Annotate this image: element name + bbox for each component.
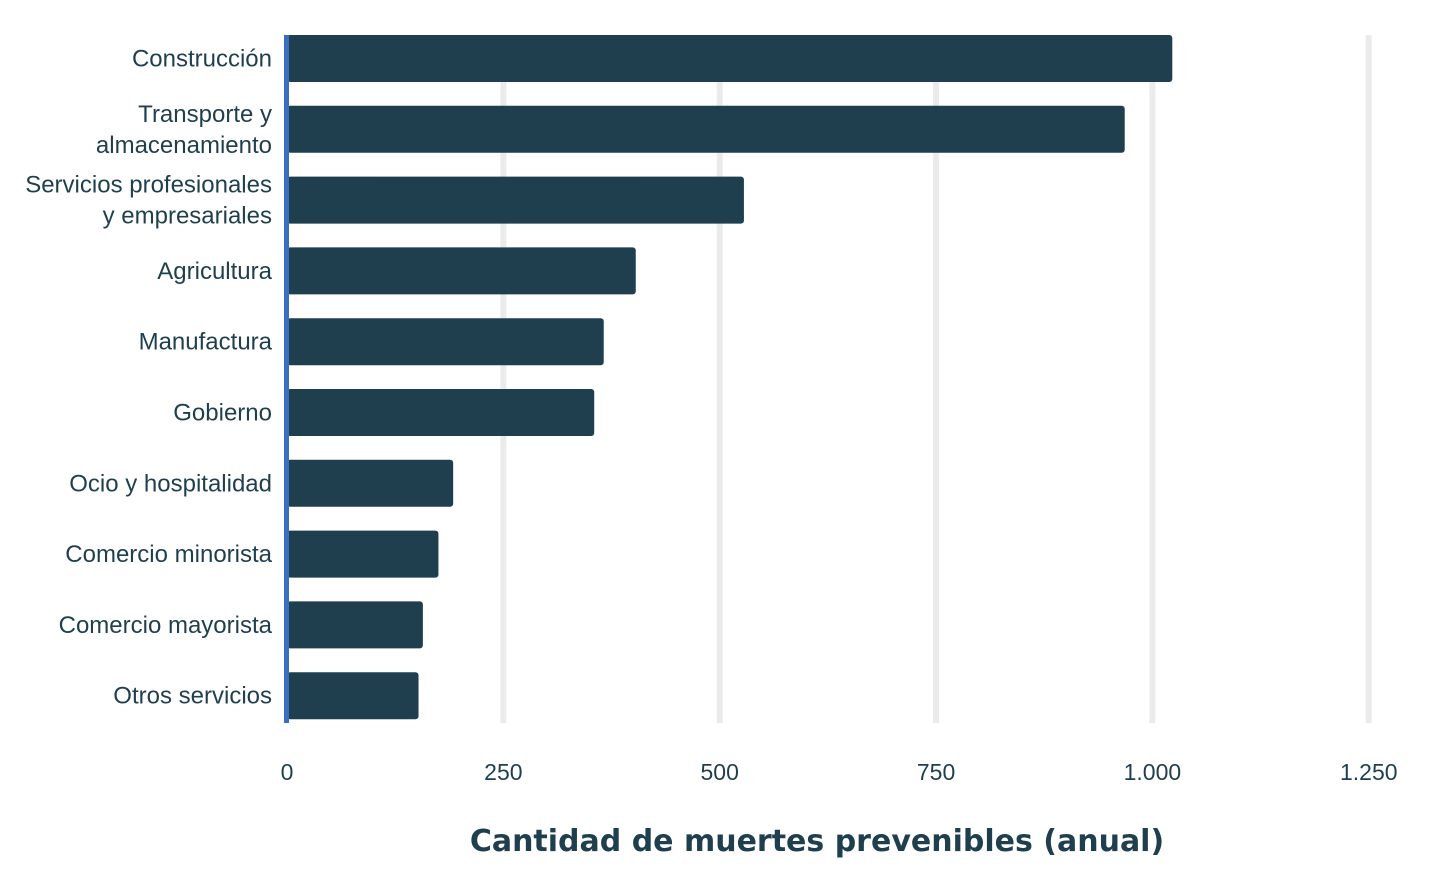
bar xyxy=(287,35,1173,82)
category-labels: Construcción Transporte y almacenamiento Se… xyxy=(25,46,272,710)
x-tick-label: 1.000 xyxy=(1124,759,1182,785)
category-label: Otros servicios xyxy=(113,683,272,710)
category-label: Manufactura xyxy=(139,329,273,356)
x-tick-label: 750 xyxy=(917,759,955,785)
category-label: Transporte y almacenamiento xyxy=(96,101,272,159)
bar xyxy=(287,105,1125,153)
gridline xyxy=(933,35,940,723)
category-label: Comercio minorista xyxy=(65,541,272,568)
category-label: Servicios profesionales y empresariales xyxy=(25,172,272,230)
x-tick-label: 250 xyxy=(484,759,522,785)
y-axis-line xyxy=(284,35,289,723)
category-label: Comercio mayorista xyxy=(59,612,273,639)
gridlines xyxy=(500,35,1372,723)
bar xyxy=(287,176,744,224)
bar xyxy=(287,601,423,649)
gridline xyxy=(716,35,723,723)
bar xyxy=(287,672,419,720)
gridline xyxy=(1149,35,1156,723)
x-tick-label: 0 xyxy=(281,759,294,785)
gridline xyxy=(500,35,507,723)
category-label: Gobierno xyxy=(173,400,272,427)
bar xyxy=(287,247,636,295)
x-tick-label: 1.250 xyxy=(1340,759,1398,785)
bar xyxy=(287,389,595,436)
x-axis-title: Cantidad de muertes prevenibles (anual) xyxy=(470,824,1164,859)
x-tick-label: 500 xyxy=(701,759,739,785)
category-label: Agricultura xyxy=(157,258,272,285)
bar xyxy=(287,459,454,507)
bars xyxy=(287,35,1173,720)
x-tick-labels: 0 250 500 750 1.000 1.250 xyxy=(281,759,1398,785)
category-label: Ocio y hospitalidad xyxy=(69,470,272,497)
bar xyxy=(287,318,604,366)
gridline xyxy=(1365,35,1372,723)
bar xyxy=(287,530,439,578)
category-label: Construcción xyxy=(132,46,272,73)
